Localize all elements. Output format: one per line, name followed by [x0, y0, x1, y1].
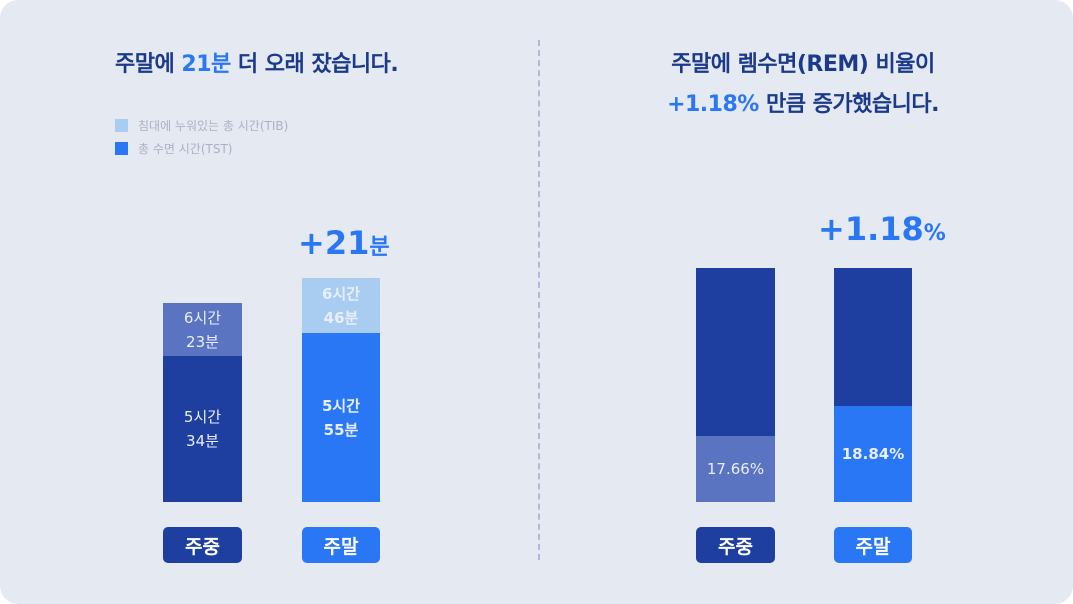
left-title: 주말에 21분 더 오래 잤습니다.: [115, 46, 399, 78]
bar-segment-tib: 6시간 46분: [302, 278, 380, 334]
category-weekday: 주중: [163, 527, 242, 563]
bar-weekend: 6시간 46분 5시간 55분: [302, 278, 380, 502]
bar-segment-tst: 5시간 34분: [163, 356, 242, 502]
legend-item-tib: 침대에 누워있는 총 시간(TIB): [115, 117, 288, 134]
title-highlight: 21분: [181, 52, 231, 77]
bar-segment-other: [834, 268, 912, 407]
bar-segment-tib: 6시간 23분: [163, 303, 242, 357]
delta-unit: %: [923, 221, 946, 246]
bar-segment-tst: 5시간 55분: [302, 333, 380, 502]
rem-delta-annotation: +1.18%: [818, 210, 946, 248]
bar-segment-other: [696, 268, 775, 436]
sleep-delta-annotation: +21분: [298, 224, 390, 262]
bar-segment-rem: 17.66%: [696, 435, 775, 502]
category-weekday: 주중: [696, 527, 775, 563]
category-weekend: 주말: [834, 527, 912, 563]
right-title-line2: +1.18% 만큼 증가했습니다.: [560, 86, 1046, 118]
title-text: 만큼 증가했습니다.: [758, 92, 939, 117]
legend-swatch: [115, 142, 128, 155]
title-text: 주말에: [115, 52, 182, 77]
delta-unit: 분: [369, 235, 390, 260]
divider: [538, 40, 540, 560]
right-title-line1: 주말에 렘수면(REM) 비율이: [671, 52, 935, 77]
category-weekend: 주말: [302, 527, 380, 563]
bar-weekend: 18.84%: [834, 268, 912, 502]
legend-label: 총 수면 시간(TST): [138, 142, 233, 156]
legend-swatch: [115, 119, 128, 132]
bar-segment-rem: 18.84%: [834, 406, 912, 502]
delta-number: +1.18: [818, 210, 924, 248]
title-highlight: +1.18%: [667, 92, 759, 117]
title-text: 더 오래 잤습니다.: [230, 52, 399, 77]
delta-number: +21: [298, 224, 370, 262]
bar-weekday: 17.66%: [696, 268, 775, 502]
legend-label: 침대에 누워있는 총 시간(TIB): [138, 119, 289, 133]
legend-item-tst: 총 수면 시간(TST): [115, 140, 232, 157]
bar-weekday: 6시간 23분 5시간 34분: [163, 303, 242, 502]
